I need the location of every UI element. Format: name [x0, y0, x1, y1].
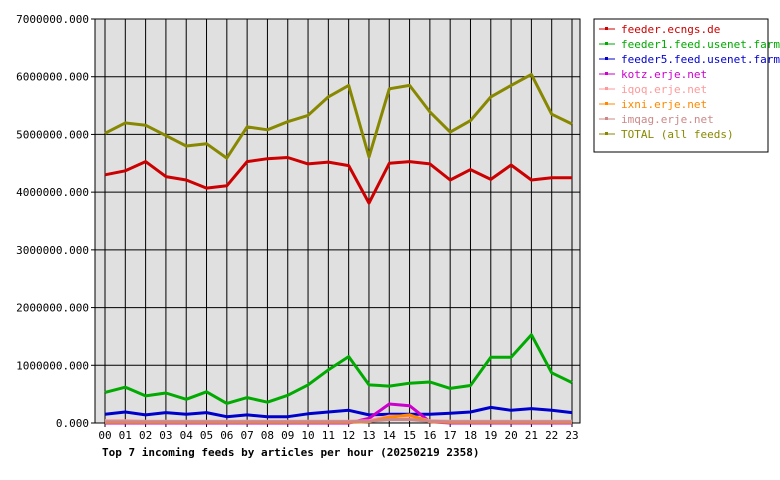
legend: feeder.ecngs.de feeder1.feed.usenet.farm f…: [593, 18, 780, 153]
legend-label: kotz.erje.net: [621, 68, 707, 81]
y-tick-label: 7000000.000: [16, 13, 89, 26]
x-tick-label: 14: [383, 429, 397, 442]
series-line-0: [104, 156, 572, 205]
legend-label: imqag.erje.net: [621, 113, 714, 126]
x-tick-label: 23: [565, 429, 578, 442]
x-tick-label: 19: [484, 429, 497, 442]
x-tick-label: 01: [119, 429, 132, 442]
series-line-1: [104, 333, 573, 405]
x-axis-ticks: 00 01 02 03 04 05 06 07 08 09 10 11 12 13 14 15 16 17 18 19…: [98, 423, 579, 442]
legend-marker: [605, 87, 608, 90]
legend-marker: [605, 27, 608, 30]
x-tick-label: 07: [241, 429, 254, 442]
y-tick-label: 2000000.000: [16, 302, 89, 315]
y-tick-label: 5000000.000: [16, 128, 89, 141]
y-tick-label: 0.000: [56, 417, 89, 430]
x-tick-label: 11: [322, 429, 335, 442]
legend-label: feeder.ecngs.de: [621, 23, 720, 36]
y-axis-ticks: 0.000 1000000.000 2000000.000 3000000.000 40…: [16, 13, 95, 430]
y-tick-label: 6000000.000: [16, 71, 89, 84]
series-lines: [104, 72, 573, 425]
x-tick-label: 00: [98, 429, 111, 442]
series-line-2: [104, 405, 573, 419]
legend-label: feeder1.feed.usenet.farm: [621, 38, 780, 51]
legend-label: iqoq.erje.net: [621, 83, 707, 96]
x-tick-label: 02: [139, 429, 152, 442]
x-tick-label: 13: [362, 429, 375, 442]
legend-box: [593, 18, 769, 153]
y-tick-label: 3000000.000: [16, 244, 89, 257]
plot-background: [94, 18, 581, 424]
x-tick-label: 09: [281, 429, 294, 442]
legend-label: feeder5.feed.usenet.farm: [621, 53, 780, 66]
legend-label: ixni.erje.net: [621, 98, 707, 111]
x-tick-label: 18: [464, 429, 477, 442]
x-tick-label: 15: [403, 429, 416, 442]
x-tick-label: 20: [504, 429, 517, 442]
x-tick-label: 21: [525, 429, 538, 442]
x-tick-label: 03: [159, 429, 172, 442]
x-tick-label: 10: [301, 429, 314, 442]
x-tick-label: 06: [220, 429, 233, 442]
legend-marker: [605, 132, 608, 135]
chart-title: Top 7 incoming feeds by articles per hou…: [102, 446, 480, 459]
x-tick-label: 05: [200, 429, 213, 442]
legend-marker: [605, 117, 608, 120]
series-line-7: [104, 72, 573, 160]
legend-marker: [605, 72, 608, 75]
x-tick-label: 22: [545, 429, 558, 442]
series-line-6: [105, 418, 572, 424]
x-tick-label: 12: [342, 429, 355, 442]
legend-marker: [605, 102, 608, 105]
x-tick-label: 04: [180, 429, 194, 442]
legend-marker: [605, 57, 608, 60]
x-tick-label: 16: [423, 429, 436, 442]
y-tick-label: 4000000.000: [16, 186, 89, 199]
x-tick-label: 08: [261, 429, 274, 442]
x-tick-label: 17: [444, 429, 457, 442]
legend-marker: [605, 42, 608, 45]
legend-label: TOTAL (all feeds): [621, 128, 734, 141]
y-tick-label: 1000000.000: [16, 359, 89, 372]
